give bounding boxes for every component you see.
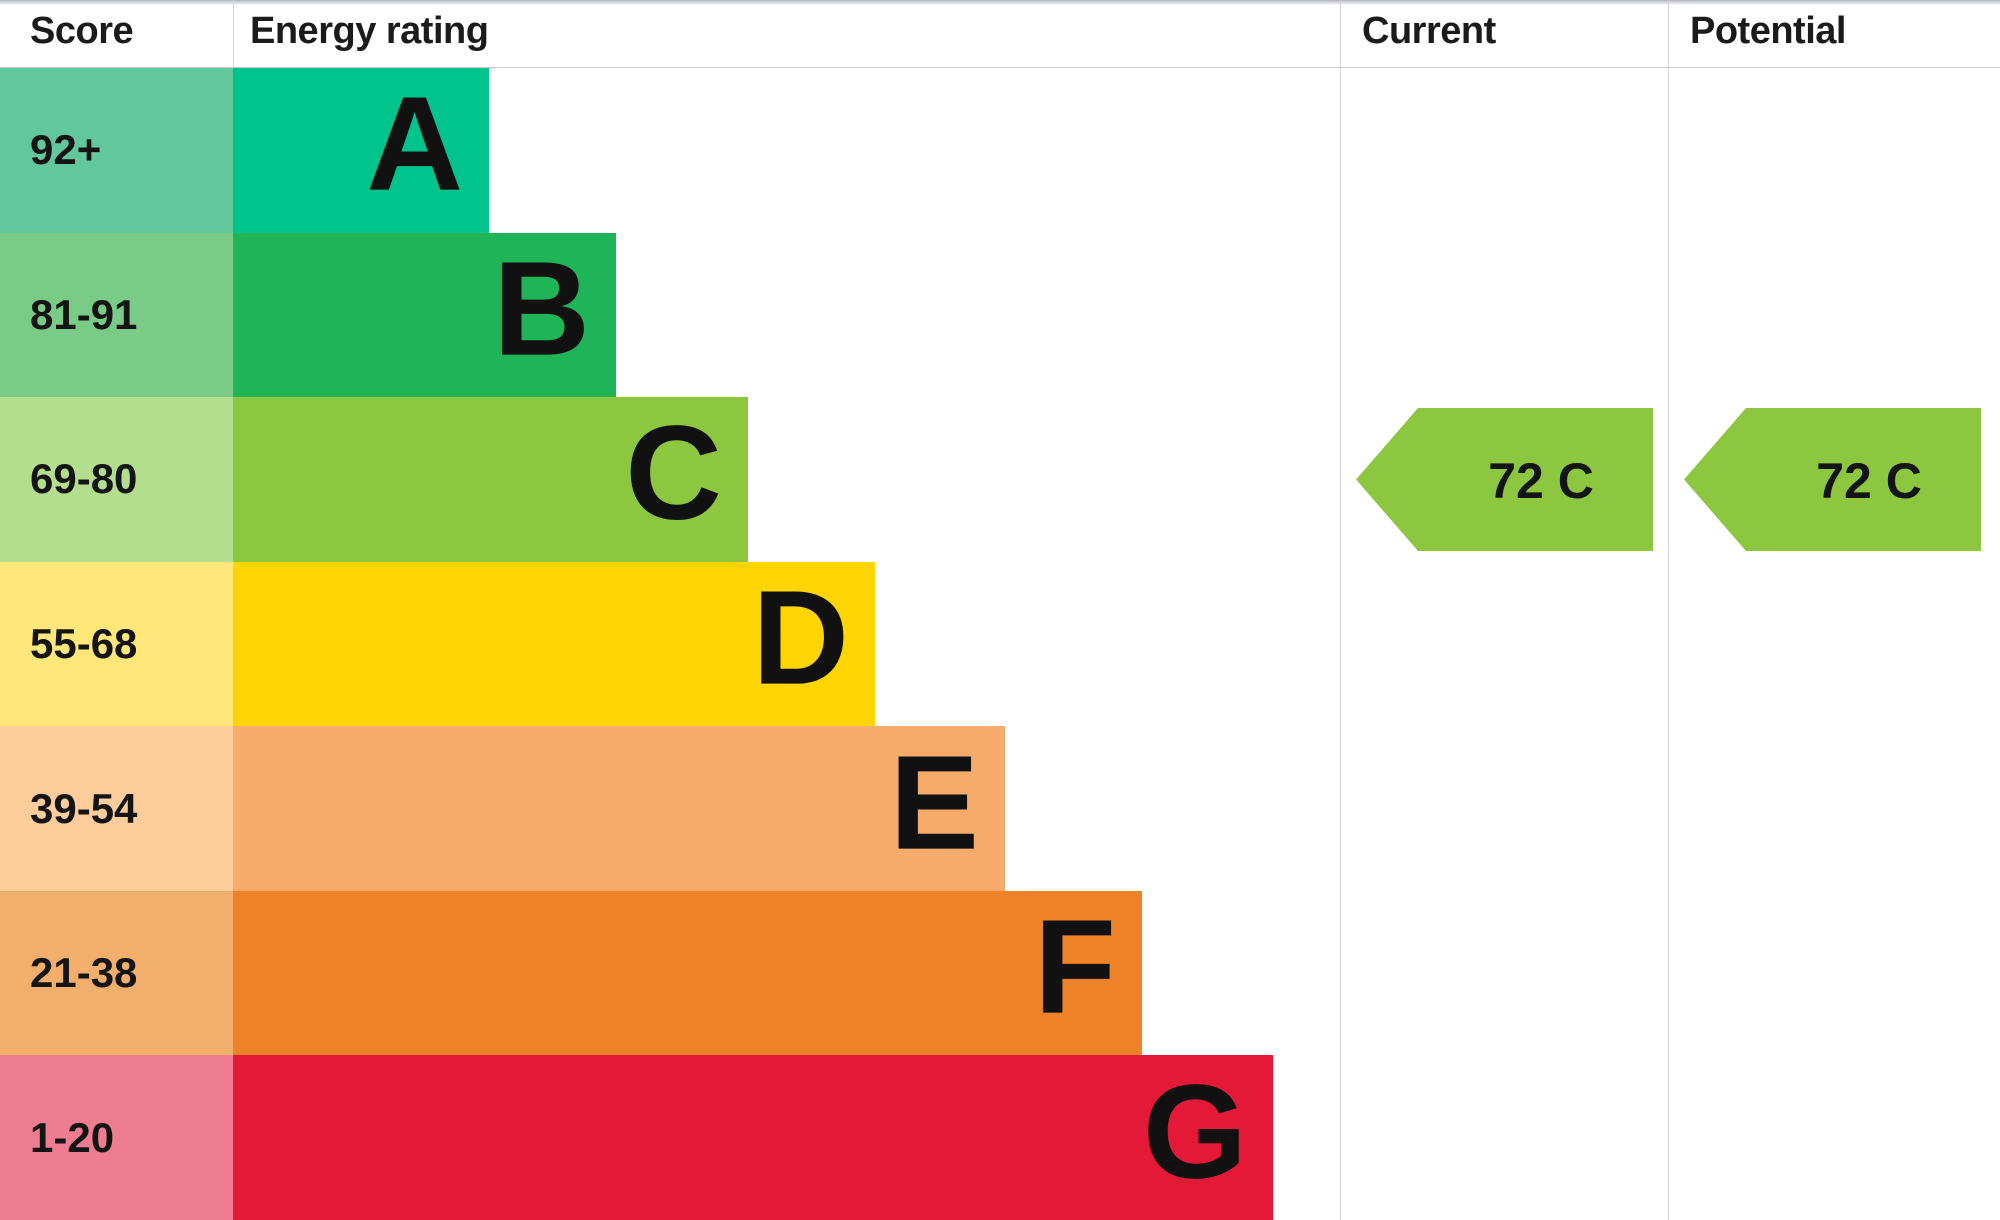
svg-text:72 C: 72 C bbox=[1816, 453, 1922, 509]
svg-text:72 C: 72 C bbox=[1488, 453, 1594, 509]
